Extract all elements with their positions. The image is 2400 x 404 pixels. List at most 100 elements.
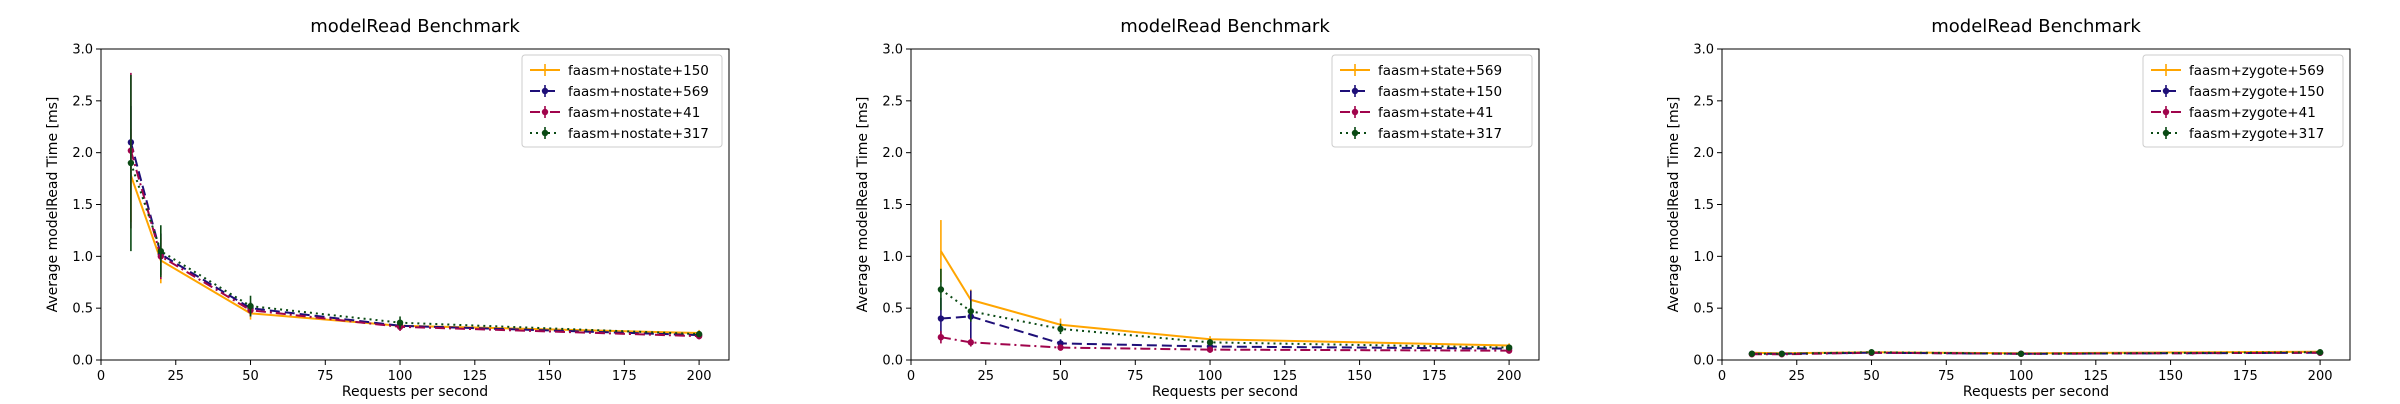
x-tick-label: 150 xyxy=(2158,369,2183,384)
data-point xyxy=(1868,349,1875,356)
x-tick-label: 50 xyxy=(242,369,259,384)
legend-item: faasm+nostate+41 xyxy=(530,105,700,121)
legend-label: faasm+zygote+150 xyxy=(2189,84,2324,100)
data-point xyxy=(695,330,703,338)
x-tick-label: 175 xyxy=(1422,369,1447,384)
data-point xyxy=(1057,325,1064,333)
data-point xyxy=(2017,350,2025,357)
legend-marker xyxy=(1351,108,1359,116)
data-point xyxy=(247,302,254,310)
data-point xyxy=(967,308,975,315)
y-tick-label: 3.0 xyxy=(882,43,903,58)
legend-item: faasm+zygote+569 xyxy=(2151,63,2324,79)
y-tick-label: 2.0 xyxy=(1693,146,1714,161)
data-point xyxy=(1206,346,1214,353)
x-axis-label: Requests per second xyxy=(342,384,488,400)
chart-title: modelRead Benchmark xyxy=(1931,16,2141,37)
legend: faasm+nostate+150 faasm+nostate+569 faasm+… xyxy=(521,54,723,148)
data-point xyxy=(1057,344,1064,351)
data-point xyxy=(127,159,135,167)
y-axis-label: Average modelRead Time [ms] xyxy=(1666,97,1682,313)
x-tick-label: 0 xyxy=(907,369,915,384)
x-tick-label: 125 xyxy=(2083,369,2108,384)
legend: faasm+state+569 faasm+state+150 faasm+stat… xyxy=(1331,54,1533,148)
series-3 xyxy=(937,330,1513,354)
y-tick-label: 0.0 xyxy=(882,354,903,369)
y-tick-label: 2.5 xyxy=(1693,94,1714,109)
y-tick-label: 1.5 xyxy=(72,198,93,213)
legend-label: faasm+state+569 xyxy=(1378,63,1502,79)
data-point xyxy=(1748,350,1756,357)
legend-label: faasm+state+41 xyxy=(1378,105,1493,121)
legend-marker xyxy=(1351,129,1359,137)
series-line xyxy=(940,288,1510,349)
chart-title: modelRead Benchmark xyxy=(1120,16,1330,37)
data-point xyxy=(157,247,165,255)
series-3 xyxy=(1748,349,2324,358)
legend-box xyxy=(521,54,723,148)
x-tick-label: 50 xyxy=(1052,369,1069,384)
y-tick-label: 2.5 xyxy=(72,94,93,109)
y-tick-label: 0.5 xyxy=(1693,302,1714,317)
y-tick-label: 1.5 xyxy=(882,198,903,213)
series-4 xyxy=(937,268,1513,351)
legend-box xyxy=(1331,54,1533,148)
x-tick-label: 25 xyxy=(1788,369,1805,384)
legend-item: faasm+zygote+317 xyxy=(2151,126,2324,142)
legend-item: faasm+state+317 xyxy=(1340,126,1502,142)
data-point xyxy=(2316,349,2324,356)
data-point xyxy=(937,315,945,322)
legend-label: faasm+nostate+41 xyxy=(568,105,700,121)
x-tick-label: 100 xyxy=(388,369,413,384)
legend-label: faasm+nostate+569 xyxy=(568,84,709,100)
legend-item: faasm+nostate+569 xyxy=(530,84,709,100)
legend-item: faasm+zygote+150 xyxy=(2151,84,2324,100)
series-4 xyxy=(127,74,703,338)
x-tick-label: 75 xyxy=(1938,369,1955,384)
data-point xyxy=(937,333,945,341)
series-line xyxy=(940,250,1510,347)
legend-item: faasm+state+569 xyxy=(1340,63,1502,79)
x-tick-label: 150 xyxy=(537,369,562,384)
series-line xyxy=(129,175,700,335)
x-tick-label: 125 xyxy=(462,369,487,384)
x-tick-label: 200 xyxy=(687,369,712,384)
legend-marker xyxy=(541,87,549,95)
x-tick-label: 25 xyxy=(167,369,184,384)
legend-marker xyxy=(2162,129,2170,137)
x-tick-label: 175 xyxy=(612,369,637,384)
chart-panel-3: modelRead Benchmark 0 25 50 75 100 125 150 175 20… xyxy=(1666,16,2351,400)
data-point xyxy=(937,286,945,293)
data-point xyxy=(1206,339,1214,346)
legend-label: faasm+nostate+317 xyxy=(568,126,709,142)
x-tick-label: 75 xyxy=(1127,369,1144,384)
data-point xyxy=(1778,350,1786,357)
y-tick-label: 0.5 xyxy=(72,302,93,317)
legend: faasm+zygote+569 faasm+zygote+150 faasm+zy… xyxy=(2142,54,2344,148)
y-axis-label: Average modelRead Time [ms] xyxy=(855,97,871,313)
series-line xyxy=(129,142,700,337)
x-tick-label: 0 xyxy=(97,369,105,384)
legend-marker xyxy=(1351,87,1359,95)
legend-item: faasm+zygote+41 xyxy=(2151,105,2316,121)
legend-label: faasm+zygote+569 xyxy=(2189,63,2324,79)
y-tick-label: 1.0 xyxy=(882,250,903,265)
x-tick-label: 0 xyxy=(1718,369,1726,384)
series-1 xyxy=(129,128,700,337)
series-line xyxy=(129,150,700,338)
legend-item: faasm+nostate+150 xyxy=(530,63,709,79)
x-tick-label: 150 xyxy=(1347,369,1372,384)
y-tick-label: 0.0 xyxy=(1693,354,1714,369)
chart-title: modelRead Benchmark xyxy=(310,16,520,37)
x-tick-label: 100 xyxy=(2009,369,2034,384)
x-tick-label: 200 xyxy=(2308,369,2333,384)
x-tick-label: 50 xyxy=(1863,369,1880,384)
x-tick-label: 100 xyxy=(1198,369,1223,384)
y-tick-label: 2.0 xyxy=(72,146,93,161)
y-tick-label: 1.5 xyxy=(1693,198,1714,213)
legend-label: faasm+zygote+41 xyxy=(2189,105,2316,121)
legend-label: faasm+state+150 xyxy=(1378,84,1502,100)
legend-label: faasm+nostate+150 xyxy=(568,63,709,79)
